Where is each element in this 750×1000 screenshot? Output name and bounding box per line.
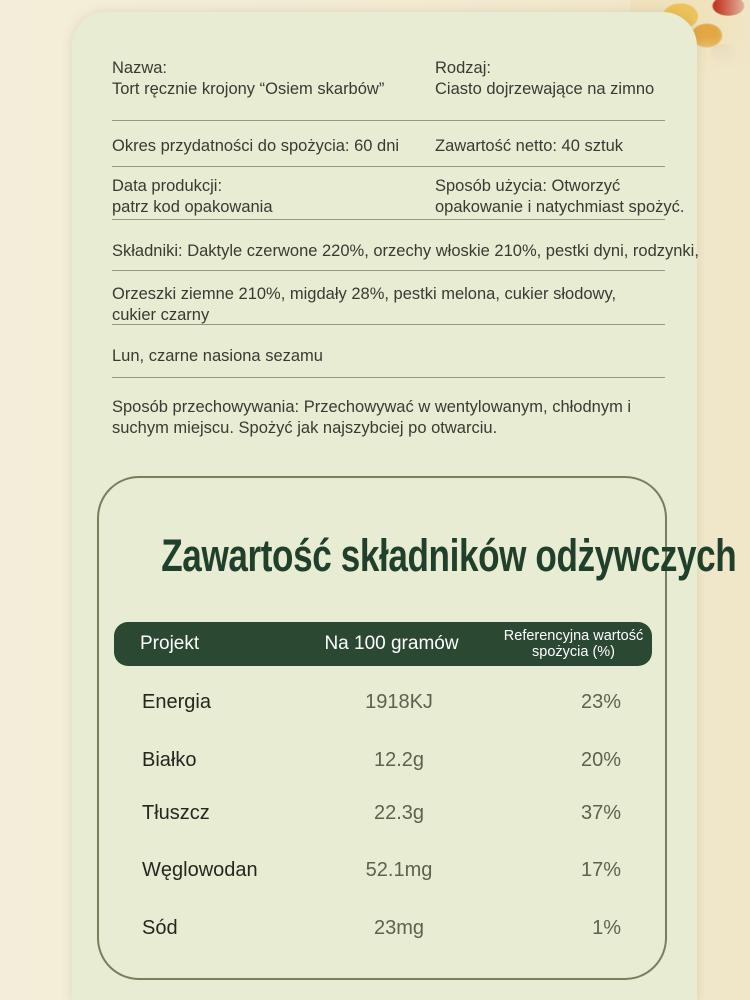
row-name: Węglowodan [142, 858, 258, 881]
header-projekt: Projekt [140, 633, 200, 654]
nutrition-panel: Zawartość składników odżywczych Projekt … [97, 476, 737, 980]
divider [112, 219, 665, 220]
sposob-uzycia-line2: opakowanie i natychmiast spożyć. [435, 198, 685, 216]
okres-przydatnosci: Okres przydatności do spożycia: 60 dni [112, 137, 400, 155]
sposob-przechowywania: Sposób przechowywania: Przechowywać w we… [112, 397, 665, 439]
header-col3-line1: Referencyjna wartość [503, 628, 644, 644]
table-row-weglowodan: Węglowodan 52.1mg 17% [99, 855, 665, 885]
table-row-sod: Sód 23mg 1% [99, 913, 665, 943]
divider [112, 377, 665, 378]
row-per100: 1918KJ [365, 690, 433, 713]
label-card: Nazwa: Tort ręcznie krojony “Osiem skarb… [72, 12, 737, 1000]
row-okres-netto: Okres przydatności do spożycia: 60 dni Z… [112, 136, 665, 157]
przechowywanie-line2: suchym miejscu. Spożyć jak najszybciej p… [112, 419, 498, 437]
sposob-uzycia-line1: Sposób użycia: Otworzyć [435, 177, 621, 195]
row-rws: 20% [580, 748, 621, 771]
divider [112, 270, 665, 271]
row-per100: 12.2g [373, 748, 425, 771]
field-rodzaj: Rodzaj: Ciasto dojrzewające na zimno [435, 58, 665, 100]
rodzaj-value: Ciasto dojrzewające na zimno [435, 80, 655, 98]
skladniki-line4: Lun, czarne nasiona sezamu [112, 347, 323, 365]
header-na-100-gramow: Na 100 gramów [324, 633, 459, 654]
row-name: Tłuszcz [142, 801, 210, 824]
data-produkcji-value: patrz kod opakowania [112, 198, 273, 216]
table-row-bialko: Białko 12.2g 20% [99, 745, 665, 775]
row-name: Energia [142, 690, 211, 713]
header-referencyjna-wartosc: Referencyjna wartość spożycia (%) [499, 628, 652, 660]
nutrition-header-bar: Projekt Na 100 gramów Referencyjna warto… [114, 622, 652, 666]
row-per100: 52.1mg [365, 858, 433, 881]
table-row-tluszcz: Tłuszcz 22.3g 37% [99, 798, 665, 828]
row-per100: 22.3g [373, 801, 425, 824]
divider [112, 324, 665, 325]
row-produkcja-uzycie: Data produkcji: patrz kod opakowania Spo… [112, 176, 684, 218]
nazwa-value: Tort ręcznie krojony “Osiem skarbów” [112, 80, 385, 98]
zawartosc-netto: Zawartość netto: 40 sztuk [435, 137, 624, 155]
table-row-energia: Energia 1918KJ 23% [99, 687, 665, 717]
nutrition-title: Zawartość składników odżywczych [161, 530, 737, 581]
divider [112, 166, 665, 167]
row-rws: 17% [580, 858, 621, 881]
field-data-produkcji: Data produkcji: patrz kod opakowania [112, 176, 435, 218]
row-rws: 37% [580, 801, 621, 824]
przechowywanie-line1: Sposób przechowywania: Przechowywać w we… [112, 398, 632, 416]
data-produkcji-label: Data produkcji: [112, 177, 223, 195]
row-nazwa-rodzaj: Nazwa: Tort ręcznie krojony “Osiem skarb… [112, 58, 665, 100]
field-sposob-uzycia: Sposób użycia: Otworzyć opakowanie i nat… [435, 176, 684, 218]
skladniki-line2: Orzeszki ziemne 210%, migdały 28%, pestk… [112, 285, 617, 303]
divider [112, 120, 665, 121]
nazwa-label: Nazwa: [112, 59, 168, 77]
header-col3-line2: spożycia (%) [532, 644, 615, 660]
row-rws: 1% [592, 916, 621, 939]
skladniki-line1: Składniki: Daktyle czerwone 220%, orzech… [112, 242, 699, 260]
skladniki-line3: cukier czarny [112, 306, 210, 324]
row-rws: 23% [580, 690, 621, 713]
field-nazwa: Nazwa: Tort ręcznie krojony “Osiem skarb… [112, 58, 435, 100]
rodzaj-label: Rodzaj: [435, 59, 491, 77]
row-name: Białko [142, 748, 197, 771]
row-name: Sód [142, 916, 178, 939]
skladniki-continued: Orzeszki ziemne 210%, migdały 28%, pestk… [112, 284, 665, 326]
row-per100: 23mg [373, 916, 425, 939]
